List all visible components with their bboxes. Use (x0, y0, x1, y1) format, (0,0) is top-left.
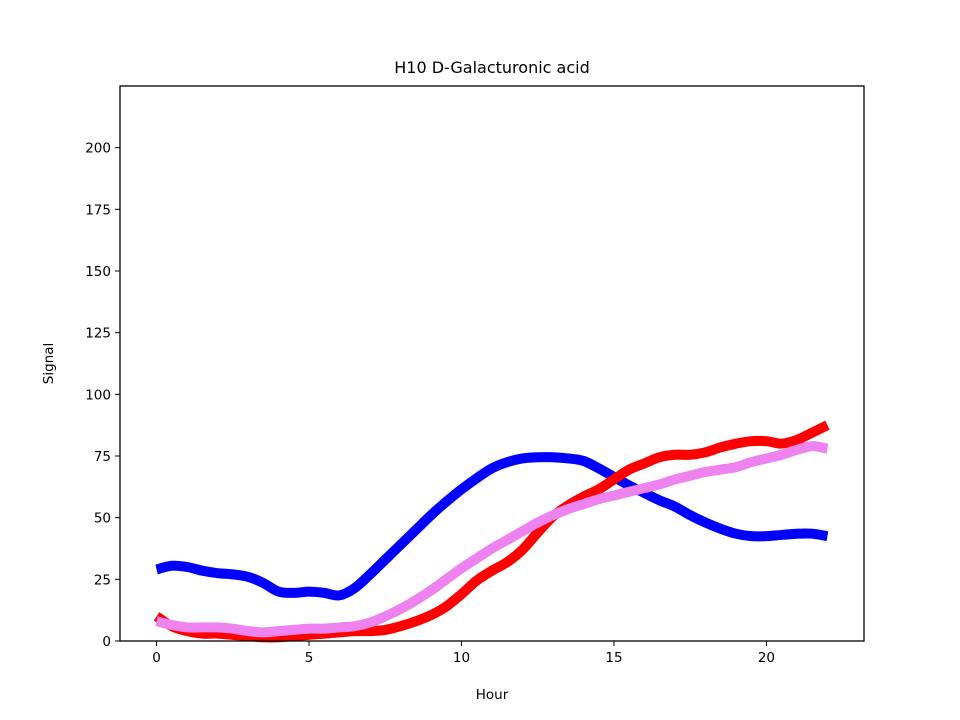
series-line-1 (155, 452, 829, 601)
x-tick-label: 15 (605, 650, 622, 666)
y-tick-label: 0 (102, 634, 111, 650)
x-axis: 0 5 10 15 20 (152, 641, 775, 666)
x-tick-label: 10 (453, 650, 470, 666)
y-axis: 0 25 50 75 100 125 150 175 200 (85, 141, 120, 650)
y-tick-label: 125 (85, 326, 111, 342)
plot-frame (119, 85, 865, 642)
x-tick-label: 0 (152, 650, 161, 666)
y-tick-label: 175 (85, 202, 111, 218)
series-line-2 (153, 420, 830, 643)
y-tick-label: 75 (94, 449, 111, 465)
x-axis-label: Hour (476, 687, 509, 703)
x-tick-label: 5 (305, 650, 314, 666)
series-line-3 (155, 441, 829, 638)
y-tick-label: 150 (85, 264, 111, 280)
y-tick-label: 50 (94, 511, 111, 527)
chart-title: H10 D-Galacturonic acid (394, 58, 590, 77)
y-tick-label: 200 (85, 141, 111, 157)
y-axis-label: Signal (41, 343, 57, 384)
series-layer (153, 420, 830, 643)
x-tick-label: 20 (758, 650, 775, 666)
y-tick-label: 25 (94, 572, 111, 588)
y-tick-label: 100 (85, 387, 111, 403)
